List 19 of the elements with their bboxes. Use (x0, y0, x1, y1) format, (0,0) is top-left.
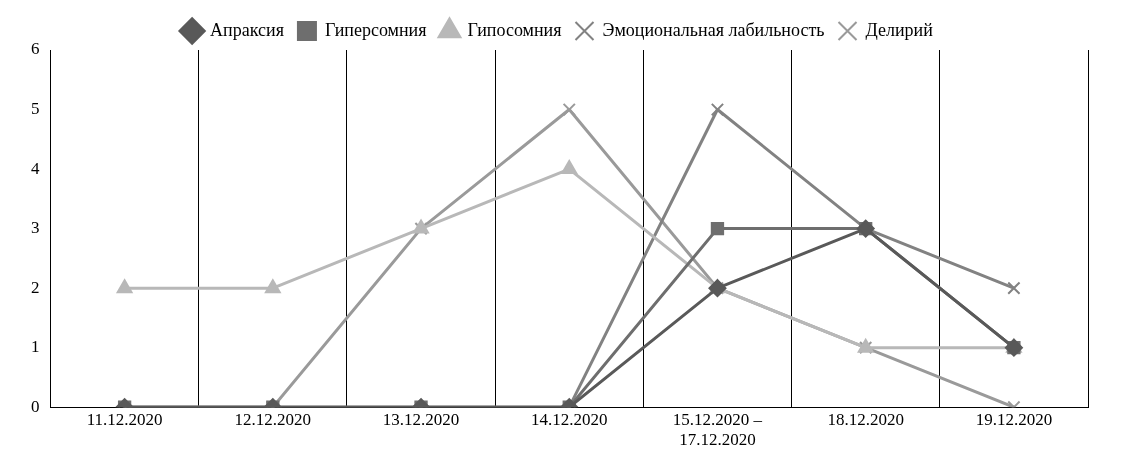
x-tick-label: 11.12.2020 (86, 409, 163, 429)
y-tick-label: 5 (31, 99, 40, 118)
legend-label: Гипосомния (467, 19, 562, 40)
y-tick-label: 6 (31, 39, 40, 59)
legend-label: Гиперсомния (324, 19, 427, 40)
y-tick-label: 2 (31, 277, 40, 297)
y-tick-label: 1 (31, 337, 40, 357)
x-tick-label: 14.12.2020 (531, 409, 608, 429)
legend-label: Эмоциональная лабильность (602, 19, 825, 40)
legend-label: Делирий (865, 19, 934, 40)
x-tick-label: 15.12.2020 – 17.12.2020 (672, 409, 763, 450)
x-tick-label: 18.12.2020 (827, 409, 904, 429)
x-tick-label: 12.12.2020 (234, 409, 312, 429)
x-tick-label: 13.12.2020 (382, 409, 460, 429)
y-tick-label: 4 (31, 158, 40, 178)
legend-label: Апраксия (210, 19, 284, 40)
y-tick-label: 0 (31, 396, 40, 416)
y-tick-label: 3 (31, 218, 40, 238)
x-tick-label: 19.12.2020 (975, 409, 1053, 429)
